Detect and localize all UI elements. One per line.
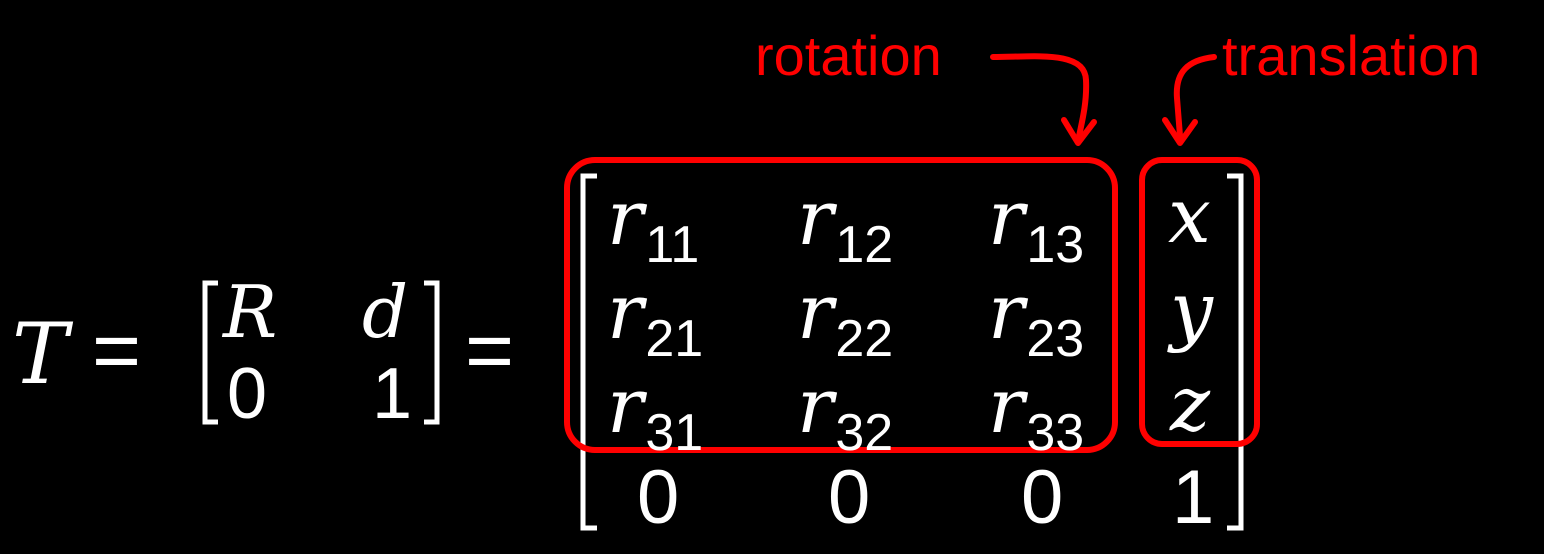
matrix-entry-bottom-0a: 0 xyxy=(637,455,680,540)
matrix-entry-bottom-1: 1 xyxy=(1172,455,1215,540)
matrix-entry-y: y xyxy=(1170,265,1213,354)
matrix-entry-z: z xyxy=(1170,359,1211,448)
matrix-entry-bottom-0c: 0 xyxy=(1021,455,1064,540)
rotation-arrowhead xyxy=(1061,117,1097,146)
matrix-entry-r21: r21 xyxy=(607,267,704,368)
matrix-entry-r11: r11 xyxy=(607,173,700,274)
matrix-entry-x: x xyxy=(1168,171,1211,260)
translation-label: translation xyxy=(1222,24,1481,87)
matrix-entry-r33: r33 xyxy=(988,361,1085,462)
full-matrix-left-bracket xyxy=(580,173,597,531)
block-matrix-left-bracket xyxy=(202,280,218,425)
block-one: 1 xyxy=(372,354,413,434)
block-matrix-right-bracket xyxy=(424,280,440,425)
block-zero: 0 xyxy=(227,354,268,434)
translation-arrow xyxy=(1173,54,1217,139)
block-translation-symbol: d xyxy=(362,270,409,354)
equals-sign-2: = xyxy=(465,303,515,397)
matrix-entry-r13: r13 xyxy=(988,173,1085,274)
full-matrix-right-bracket xyxy=(1227,173,1244,531)
equals-sign-1: = xyxy=(92,303,142,397)
rotation-arrow xyxy=(990,53,1090,139)
rotation-label: rotation xyxy=(755,24,942,87)
matrix-entry-r23: r23 xyxy=(988,267,1085,368)
translation-arrowhead xyxy=(1162,117,1198,146)
translation-highlight-box xyxy=(1139,157,1260,447)
matrix-entry-bottom-0b: 0 xyxy=(828,455,871,540)
matrix-entry-r12: r12 xyxy=(797,173,894,274)
rotation-highlight-box xyxy=(564,157,1118,453)
matrix-entry-r32: r32 xyxy=(797,361,894,462)
matrix-entry-r31: r31 xyxy=(607,361,704,462)
block-rotation-symbol: R xyxy=(223,270,278,354)
transform-symbol: T xyxy=(12,305,69,403)
matrix-entry-r22: r22 xyxy=(797,267,894,368)
